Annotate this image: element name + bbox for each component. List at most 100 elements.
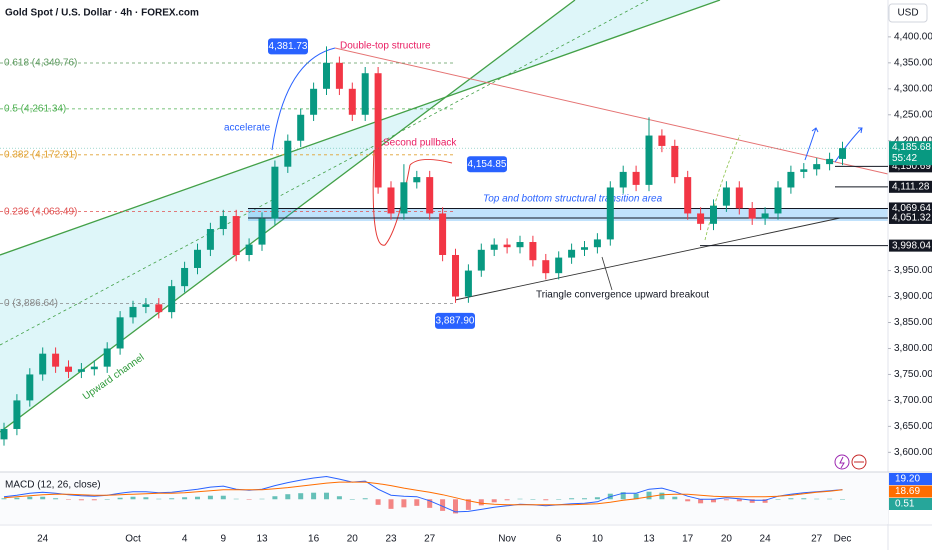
candle-body <box>387 187 395 214</box>
macd-histogram-bar <box>311 492 317 500</box>
candle-body <box>168 286 176 313</box>
x-tick-label: 17 <box>682 534 694 545</box>
x-tick-label: 4 <box>182 534 188 545</box>
macd-value-label: 18.69 <box>895 486 920 497</box>
candle-body <box>116 317 124 349</box>
macd-histogram-bar <box>182 497 188 500</box>
current-price-label: 4,185.68 <box>892 142 931 153</box>
candle-body <box>581 247 588 250</box>
candle-body <box>271 166 279 219</box>
candle-body <box>194 249 201 268</box>
macd-histogram-bar <box>336 496 342 500</box>
currency-box[interactable] <box>888 3 928 23</box>
candle-body <box>155 304 163 313</box>
candle-body <box>52 353 60 367</box>
macd-histogram-bar <box>698 499 704 504</box>
macd-histogram-bar <box>659 492 665 500</box>
macd-histogram-bar <box>349 499 355 500</box>
macd-histogram-bar <box>646 491 652 500</box>
level-tag <box>889 211 932 224</box>
candle-body <box>813 164 821 170</box>
macd-histogram-bar <box>156 498 162 500</box>
candle-body <box>710 205 717 224</box>
candle-body <box>13 400 21 429</box>
x-tick-label: 20 <box>721 534 733 545</box>
candle-body <box>219 216 227 230</box>
price-callout-label: 4,381.73 <box>269 41 308 52</box>
candle-body <box>839 148 846 159</box>
x-tick-label: Nov <box>498 534 516 545</box>
macd-value-tag <box>889 473 932 485</box>
candle-body <box>90 366 98 370</box>
macd-histogram-bar <box>491 499 497 503</box>
y-tick-label: 4,200.00 <box>894 135 932 146</box>
channel-fill <box>0 0 720 432</box>
macd-histogram-bar <box>775 499 781 500</box>
x-tick-label: 24 <box>37 534 49 545</box>
candle-body <box>671 145 679 178</box>
level-tag <box>889 239 932 252</box>
candle-body <box>310 88 318 115</box>
candle-body <box>787 171 795 188</box>
countdown: 55:42 <box>892 153 917 164</box>
level-label: 4,150.69 <box>892 161 931 172</box>
macd-histogram-bar <box>40 496 46 500</box>
price-callout <box>268 38 308 55</box>
macd-histogram-bar <box>530 499 536 500</box>
candle-body <box>361 73 369 115</box>
y-tick-label: 3,800.00 <box>894 343 932 354</box>
fib-label: 0.382 (4,172.91) <box>4 149 77 160</box>
price-callout <box>435 312 475 329</box>
y-tick-label: 3,950.00 <box>894 265 932 276</box>
candle-body <box>516 242 524 248</box>
candle-body <box>722 187 730 206</box>
x-tick-label: 27 <box>424 534 436 545</box>
x-tick-label: 10 <box>592 534 604 545</box>
macd-histogram-bar <box>620 492 626 500</box>
level-tag <box>889 202 932 215</box>
resistance-line <box>334 47 889 175</box>
macd-histogram-bar <box>143 497 149 500</box>
level-tag <box>889 180 932 193</box>
price-callout <box>467 156 507 173</box>
macd-histogram-bar <box>414 499 420 506</box>
y-tick-label: 3,900.00 <box>894 291 932 302</box>
candle-body <box>529 242 537 261</box>
macd-histogram-bar <box>827 498 833 500</box>
x-tick-label: 13 <box>256 534 268 545</box>
candle-body <box>555 257 563 274</box>
candle-body <box>232 216 240 255</box>
x-tick-label: 23 <box>385 534 397 545</box>
x-tick-label: 20 <box>347 534 359 545</box>
annotation: Triangle convergence upward breakout <box>536 290 709 301</box>
macd-histogram-bar <box>517 498 523 500</box>
fib-label: 0.5 (4,261.34) <box>4 104 66 115</box>
candle-body <box>464 270 472 297</box>
candle-body <box>774 187 782 214</box>
currency[interactable]: USD <box>897 8 918 19</box>
candle-body <box>297 114 305 141</box>
annotation: Second pullback <box>383 138 457 149</box>
macd-line <box>3 481 843 506</box>
macd-histogram-bar <box>27 496 33 500</box>
y-tick-label: 4,250.00 <box>894 109 932 120</box>
candle-body <box>206 229 214 250</box>
event-icon-glyph <box>839 456 845 469</box>
macd-histogram-bar <box>324 492 329 500</box>
channel-mid <box>0 0 649 346</box>
pullback-pointer <box>409 159 453 166</box>
macd-histogram-bar <box>478 499 484 506</box>
candle-body <box>632 171 640 185</box>
candle-body <box>606 187 614 240</box>
candle-body <box>142 304 150 307</box>
candle-body <box>593 239 601 248</box>
macd-histogram-bar <box>233 498 239 500</box>
macd-histogram-bar <box>246 499 252 500</box>
level-label: 4,111.28 <box>892 181 930 192</box>
macd-histogram-bar <box>711 499 716 503</box>
event-icon[interactable] <box>834 454 850 470</box>
macd-histogram-bar <box>723 499 729 501</box>
candle-body <box>748 208 756 219</box>
level-label: 3,998.04 <box>892 240 931 251</box>
